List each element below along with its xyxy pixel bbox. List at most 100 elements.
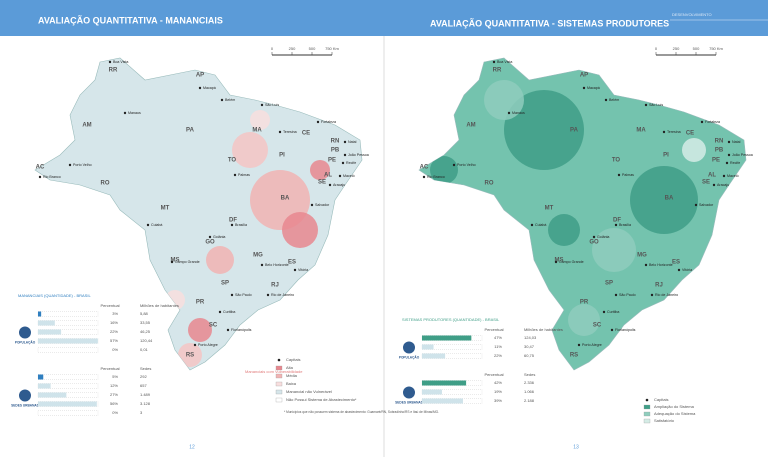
value-label: 46,25 bbox=[140, 329, 151, 334]
capital-marker bbox=[146, 223, 150, 227]
city-label: Palmas bbox=[238, 173, 250, 177]
state-label: SE bbox=[702, 180, 710, 186]
legend-swatch bbox=[275, 397, 283, 403]
city-label: Belo Horizonte bbox=[265, 263, 289, 267]
header-band bbox=[0, 0, 768, 36]
state-label: MT bbox=[161, 206, 170, 212]
capital-marker bbox=[694, 203, 698, 207]
page-title: AVALIAÇÃO QUANTITATIVA - SISTEMAS PRODUT… bbox=[430, 18, 669, 28]
legend-label: Manancial não Vulnerável bbox=[286, 389, 332, 394]
city-label: Maceió bbox=[343, 174, 355, 178]
legend-swatch bbox=[643, 418, 651, 424]
city-label: Macapá bbox=[203, 86, 216, 90]
state-label: DF bbox=[229, 218, 237, 224]
state-label: MS bbox=[171, 258, 180, 264]
city-label: Salvador bbox=[699, 203, 714, 207]
city-label: Manaus bbox=[512, 111, 525, 115]
state-label: MA bbox=[636, 128, 646, 134]
legend-label: Não Possui Sistema de Abastecimento* bbox=[286, 397, 357, 402]
group-icon bbox=[403, 341, 415, 354]
state-label: BA bbox=[281, 196, 290, 202]
legend-label: Capitais bbox=[286, 357, 300, 362]
city-label: Curitiba bbox=[223, 310, 235, 314]
state-label: CE bbox=[686, 131, 694, 137]
column-header: Percentual bbox=[100, 303, 119, 308]
legend-label: Média bbox=[286, 373, 298, 378]
city-label: São Paulo bbox=[235, 293, 252, 297]
scale-label: 750 Km bbox=[709, 46, 723, 51]
state-label: AP bbox=[196, 73, 204, 79]
value-label: 1.489 bbox=[140, 392, 151, 397]
value-label: 120,44 bbox=[140, 338, 153, 343]
state-label: RS bbox=[186, 353, 194, 359]
state-label: PA bbox=[186, 128, 195, 134]
capital-marker bbox=[712, 183, 716, 187]
state-label: RR bbox=[109, 68, 118, 74]
state-label: PA bbox=[570, 128, 579, 134]
value-label: 124,03 bbox=[524, 335, 537, 340]
legend-label: Alta bbox=[286, 365, 294, 370]
city-label: São Luís bbox=[265, 103, 279, 107]
state-label: AM bbox=[466, 123, 475, 129]
city-label: Vitória bbox=[682, 268, 692, 272]
value-label: 3 bbox=[140, 410, 143, 415]
capital-marker bbox=[722, 174, 726, 178]
group-label: SEDES URBANAS bbox=[11, 403, 39, 407]
state-label: SP bbox=[605, 281, 613, 287]
chart-title: MANANCIAIS (QUANTIDADE) - BRASIL bbox=[18, 293, 91, 298]
state-label: MT bbox=[545, 206, 554, 212]
city-label: Rio de Janeiro bbox=[271, 293, 294, 297]
state-label: RN bbox=[331, 139, 340, 145]
percent-label: 39% bbox=[494, 398, 502, 403]
map-patches bbox=[165, 110, 330, 367]
group-icon bbox=[19, 326, 31, 339]
state-label: AM bbox=[82, 123, 91, 129]
scale-label: 750 Km bbox=[325, 46, 339, 51]
bar bbox=[38, 311, 42, 317]
capital-marker bbox=[233, 173, 237, 177]
column-header: Percentual bbox=[484, 372, 503, 377]
city-label: Porto Velho bbox=[457, 163, 476, 167]
capital-marker bbox=[198, 86, 202, 90]
city-label: Florianópolis bbox=[615, 328, 636, 332]
capital-marker bbox=[220, 98, 224, 102]
scale-label: 500 bbox=[693, 46, 700, 51]
capital-marker bbox=[338, 174, 342, 178]
capital-marker bbox=[260, 103, 264, 107]
page-title: AVALIAÇÃO QUANTITATIVA - MANANCIAIS bbox=[38, 15, 223, 25]
capital-marker bbox=[316, 120, 320, 124]
page-number: 12 bbox=[189, 444, 195, 450]
city-label: São Paulo bbox=[619, 293, 636, 297]
state-label: PI bbox=[279, 153, 285, 159]
city-label: Belém bbox=[609, 98, 619, 102]
legend-label: Ampliação do Sistema bbox=[654, 404, 695, 409]
capital-marker bbox=[170, 260, 174, 264]
bar bbox=[422, 344, 434, 350]
column-header: Sedes bbox=[524, 372, 535, 377]
city-label: Florianópolis bbox=[231, 328, 252, 332]
scale-label: 0 bbox=[655, 46, 658, 51]
bar bbox=[38, 383, 51, 389]
city-label: Aracaju bbox=[717, 183, 729, 187]
capital-marker bbox=[310, 203, 314, 207]
state-label: TO bbox=[228, 158, 237, 164]
capital-marker bbox=[260, 263, 264, 267]
capital-marker bbox=[38, 175, 42, 179]
region-patch bbox=[682, 138, 706, 162]
city-label: Campo Grande bbox=[175, 260, 200, 264]
capital-marker bbox=[492, 60, 496, 64]
state-label: RO bbox=[485, 181, 494, 187]
bar bbox=[422, 398, 463, 404]
city-label: São Luís bbox=[649, 103, 663, 107]
city-label: Palmas bbox=[622, 173, 634, 177]
bar bbox=[422, 380, 467, 386]
state-label: PE bbox=[712, 158, 720, 164]
percent-label: 56% bbox=[110, 401, 118, 406]
capital-marker bbox=[452, 163, 456, 167]
city-label: Cuiabá bbox=[535, 223, 546, 227]
capital-marker bbox=[592, 235, 596, 239]
city-label: Rio Branco bbox=[43, 175, 61, 179]
column-header: Milhões de habitantes bbox=[524, 327, 563, 332]
capital-marker bbox=[343, 153, 347, 157]
